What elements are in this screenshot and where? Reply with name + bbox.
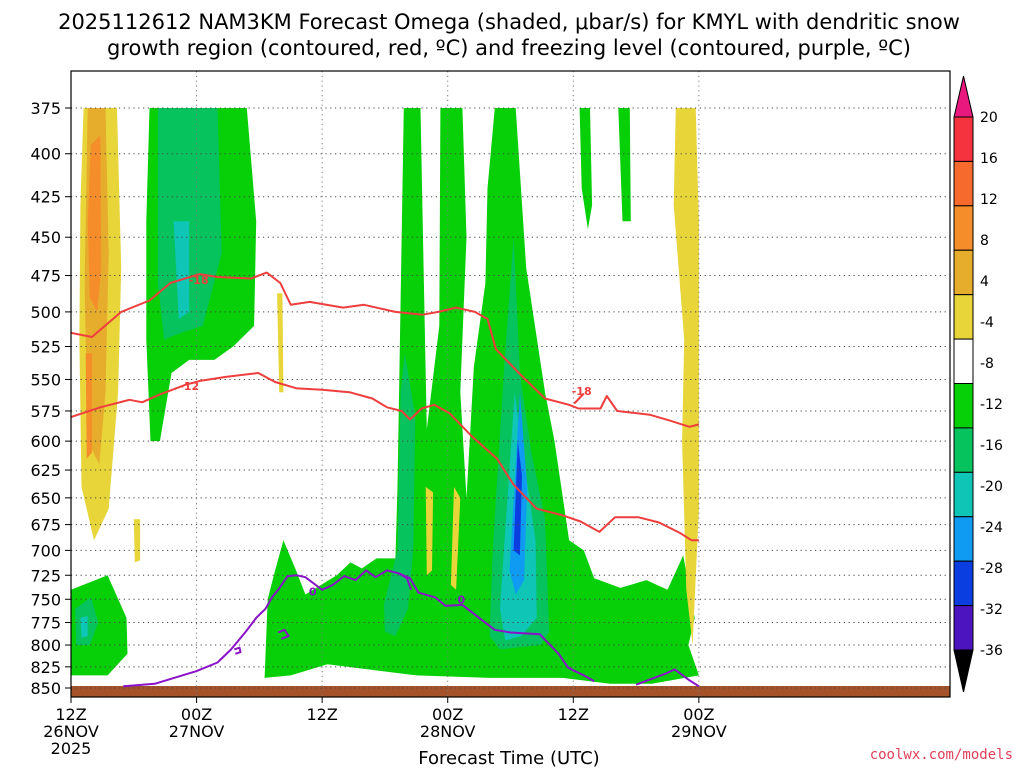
omega-region-pos4	[425, 486, 434, 576]
x-tick-label-12-2: 27NOV	[169, 722, 225, 741]
colorbar-label: -20	[980, 479, 1003, 495]
y-tick-label-850: 850	[30, 679, 61, 698]
dgz-contour-line	[71, 271, 700, 428]
colorbar-label: -8	[980, 356, 994, 372]
x-tick-label-0-1: 12Z	[55, 705, 86, 724]
contour-lines: -18 -18 -12 0 0	[71, 271, 700, 688]
y-tick-label-825: 825	[30, 658, 61, 677]
y-tick-label-775: 775	[30, 614, 61, 633]
x-tick-label-36-1: 00Z	[432, 705, 463, 724]
colorbar-label: -12	[980, 397, 1003, 413]
omega-region-pos4	[673, 108, 699, 645]
x-tick-label-36-2: 28NOV	[420, 722, 476, 741]
colorbar-bottom-arrow	[953, 649, 974, 693]
omega-region-pos12	[85, 353, 92, 459]
y-tick-label-600: 600	[30, 432, 61, 451]
colorbar-label: 20	[980, 110, 998, 126]
omega-shading	[71, 108, 699, 684]
colorbar-box-4	[953, 294, 974, 340]
colorbar-label: -32	[980, 602, 1003, 618]
colorbar-label: -36	[980, 643, 1003, 659]
colorbar-label: -4	[980, 315, 994, 331]
x-tick-label-0-3: 2025	[51, 739, 92, 758]
y-tick-label-750: 750	[30, 590, 61, 609]
dgz-contour-label: -12	[179, 380, 199, 393]
y-tick-label-500: 500	[30, 303, 61, 322]
dgz-contour-label: -18	[572, 385, 592, 398]
omega-region-pos4	[133, 519, 141, 563]
x-tick-label-60-2: 29NOV	[671, 722, 727, 741]
x-tick-label-12-1: 00Z	[181, 705, 212, 724]
y-tick-label-675: 675	[30, 516, 61, 535]
colorbar-label: 12	[980, 192, 998, 208]
omega-region-neg12	[173, 221, 190, 319]
omega-region-neg12	[80, 616, 88, 638]
colorbar-box-8	[953, 471, 974, 518]
omega-region-neg4	[71, 575, 128, 676]
colorbar-box-0	[953, 116, 974, 162]
omega-region-neg8	[383, 353, 416, 637]
omega-region-pos4	[450, 486, 461, 590]
dgz-contour-line	[71, 372, 699, 542]
dgz-contour-label: -18	[189, 274, 209, 287]
y-tick-label-625: 625	[30, 461, 61, 480]
freezing-contour-label: 0	[457, 593, 465, 606]
y-tick-label-700: 700	[30, 541, 61, 560]
x-axis-label: Forecast Time (UTC)	[418, 748, 599, 768]
colorbar-box-5	[953, 338, 974, 385]
freezing-contour-line	[277, 628, 290, 640]
freezing-contour-line	[233, 646, 242, 655]
freezing-contour-line	[123, 569, 595, 688]
y-tick-label-575: 575	[30, 402, 61, 421]
y-tick-label-375: 375	[30, 99, 61, 118]
x-tick-label-48-1: 12Z	[558, 705, 589, 724]
colorbar-label: 16	[980, 151, 998, 167]
freezing-contour-line	[397, 572, 413, 591]
colorbar-box-10	[953, 560, 974, 607]
colorbar-label: 4	[980, 274, 989, 290]
y-tick-label-400: 400	[30, 145, 61, 164]
chart-title-line2: growth region (contoured, red, ºC) and f…	[107, 36, 911, 60]
colorbar-label: -28	[980, 561, 1003, 577]
y-tick-label-800: 800	[30, 636, 61, 655]
freezing-contour-label: 0	[309, 586, 317, 599]
omega-region-pos12	[87, 135, 102, 312]
y-tick-label-450: 450	[30, 228, 61, 247]
colorbar-top-arrow	[953, 75, 974, 118]
colorbar-label: -24	[980, 520, 1003, 536]
dgz-contour-line	[573, 392, 585, 405]
y-tick-label-525: 525	[30, 337, 61, 356]
credit-text: coolwx.com/models	[870, 747, 1013, 763]
colorbar-label: -16	[980, 438, 1003, 454]
omega-region-neg4	[618, 108, 631, 222]
x-tick-label-24-1: 12Z	[306, 705, 337, 724]
x-tick-label-0-2: 26NOV	[43, 722, 99, 741]
chart-title-line1: 2025112612 NAM3KM Forecast Omega (shaded…	[58, 10, 960, 34]
colorbar-box-2	[953, 205, 974, 251]
omega-region-pos4	[277, 293, 284, 393]
colorbar-label: 8	[980, 233, 989, 249]
colorbar-box-3	[953, 249, 974, 296]
y-tick-label-550: 550	[30, 370, 61, 389]
colorbar-box-11	[953, 605, 974, 651]
freezing-contour-line	[635, 668, 700, 688]
y-tick-label-725: 725	[30, 566, 61, 585]
y-tick-label-475: 475	[30, 267, 61, 286]
colorbar: 20 16 12 8 4 -4 -8 -12 -16 -20 -24 -28 -32 -36	[953, 75, 1003, 693]
y-tick-label-425: 425	[30, 188, 61, 207]
colorbar-box-6	[953, 383, 974, 429]
x-tick-label-60-1: 00Z	[683, 705, 714, 724]
y-tick-label-650: 650	[30, 489, 61, 508]
plot-frame	[70, 70, 951, 698]
colorbar-box-9	[953, 516, 974, 562]
y-axis: 375 400 425 450 475 500 525 550 575 600 625 650 675 7…	[30, 99, 71, 698]
omega-region-neg4	[264, 108, 699, 684]
omega-region-neg4	[579, 108, 593, 230]
ground-surface	[71, 686, 950, 697]
colorbar-box-1	[953, 160, 974, 207]
colorbar-box-7	[953, 427, 974, 473]
